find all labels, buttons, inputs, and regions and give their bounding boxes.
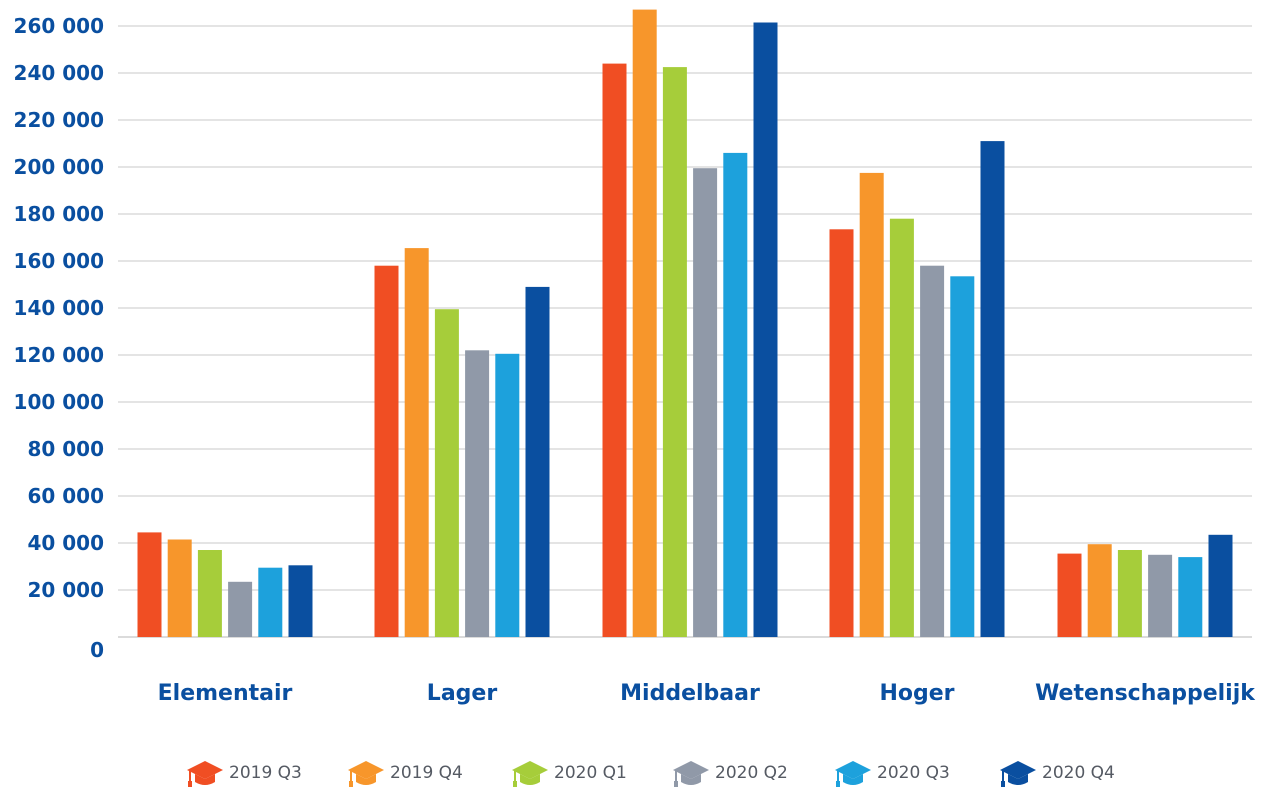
legend-item: 2020 Q4 (1000, 761, 1115, 787)
x-tick-label: Lager (427, 681, 498, 706)
bar (980, 141, 1005, 637)
y-tick-label: 40 000 (27, 531, 104, 555)
bar (404, 248, 429, 637)
bar (434, 309, 459, 637)
bar (829, 229, 854, 638)
x-tick-label: Wetenschappelijk (1035, 681, 1256, 706)
bar (1208, 534, 1233, 637)
legend-label: 2019 Q3 (229, 763, 302, 783)
y-tick-label: 240 000 (14, 61, 104, 85)
bar (632, 9, 657, 638)
y-tick-label: 140 000 (14, 296, 104, 320)
y-tick-label: 220 000 (14, 108, 104, 132)
bar (889, 218, 914, 637)
y-tick-label: 0 (90, 638, 104, 662)
y-tick-label: 180 000 (14, 202, 104, 226)
y-tick-label: 60 000 (27, 484, 104, 508)
bar (525, 286, 550, 637)
x-tick-label: Elementair (158, 681, 293, 706)
bar (137, 532, 162, 637)
x-axis: Elementair Lager Middelbaar Hoger Wetenschap… (158, 681, 1257, 706)
legend-item: 2020 Q3 (835, 761, 950, 787)
bar (662, 67, 687, 638)
graduation-cap-icon (512, 761, 548, 787)
legend-label: 2020 Q4 (1042, 763, 1115, 783)
bar (753, 22, 778, 637)
bar (167, 539, 192, 637)
legend-label: 2020 Q3 (877, 763, 950, 783)
bar (197, 550, 222, 637)
x-tick-label: Middelbaar (620, 681, 760, 706)
bar (920, 265, 945, 637)
graduation-cap-icon (348, 761, 384, 787)
legend: 2019 Q3 2019 Q4 2020 Q1 2020 Q2 2020 Q3 2020 … (187, 761, 1115, 787)
bar (1057, 553, 1082, 637)
bar (465, 350, 490, 637)
bar (495, 353, 520, 637)
bar (1178, 557, 1203, 637)
bar (228, 581, 253, 637)
y-tick-label: 200 000 (14, 155, 104, 179)
bar (374, 265, 399, 637)
bar (1087, 544, 1112, 637)
legend-item: 2019 Q3 (187, 761, 302, 787)
y-tick-label: 260 000 (14, 14, 104, 38)
graduation-cap-icon (673, 761, 709, 787)
graduation-cap-icon (835, 761, 871, 787)
legend-item: 2020 Q1 (512, 761, 627, 787)
legend-item: 2020 Q2 (673, 761, 788, 787)
bar (1148, 554, 1173, 638)
bars (137, 9, 1233, 638)
legend-label: 2020 Q1 (554, 763, 627, 783)
y-tick-label: 20 000 (27, 578, 104, 602)
y-axis: 0 20 000 40 000 60 000 80 000 100 000 120 000 1… (14, 14, 104, 662)
bar (693, 168, 718, 637)
legend-label: 2020 Q2 (715, 763, 788, 783)
y-tick-label: 120 000 (14, 343, 104, 367)
y-tick-label: 100 000 (14, 390, 104, 414)
legend-item: 2019 Q4 (348, 761, 463, 787)
bar (723, 152, 748, 637)
graduation-cap-icon (1000, 761, 1036, 787)
y-tick-label: 80 000 (27, 437, 104, 461)
x-tick-label: Hoger (879, 681, 954, 706)
bar (950, 276, 975, 637)
bar (859, 172, 884, 637)
bar (288, 565, 313, 637)
bar (1117, 550, 1142, 637)
bar (602, 63, 627, 638)
y-tick-label: 160 000 (14, 249, 104, 273)
legend-label: 2019 Q4 (390, 763, 463, 783)
bar (258, 567, 283, 637)
graduation-cap-icon (187, 761, 223, 787)
